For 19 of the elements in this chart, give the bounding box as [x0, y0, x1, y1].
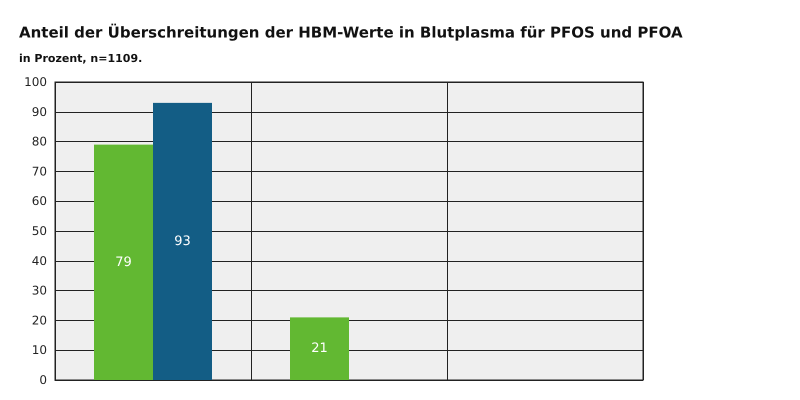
y-tick-label: 80: [32, 134, 47, 149]
y-tick-label: 0: [39, 373, 47, 387]
chart-title: Anteil der Überschreitungen der HBM-Werte in Blutplasma für PFOS und PFOA: [19, 24, 683, 42]
y-tick-label: 10: [32, 343, 47, 358]
y-tick-label: 100: [24, 75, 47, 89]
bar: [153, 102, 212, 380]
y-tick-label: 70: [32, 164, 47, 178]
data-label: 21: [311, 341, 328, 356]
y-tick-label: 20: [32, 313, 47, 328]
data-label: 93: [174, 234, 191, 249]
y-tick-label: 40: [32, 254, 47, 268]
y-tick-label: 30: [32, 284, 47, 298]
y-tick-label: 90: [32, 104, 47, 119]
y-tick-label: 60: [32, 194, 47, 208]
y-tick-label: 50: [32, 224, 47, 238]
bar: [94, 144, 153, 380]
data-label: 79: [115, 254, 132, 270]
bar: [290, 317, 349, 380]
chart-subtitle: in Prozent, n=1109.: [19, 52, 142, 65]
